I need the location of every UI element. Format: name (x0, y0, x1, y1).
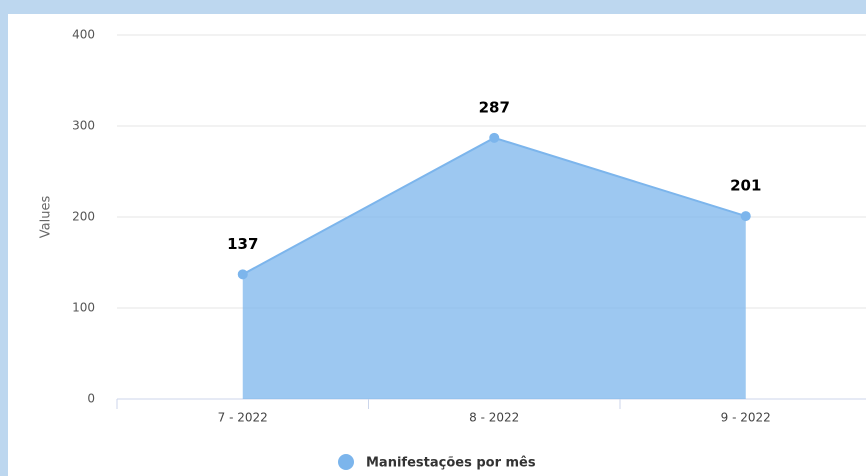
data-point (237, 269, 248, 280)
data-point (489, 132, 500, 143)
area-fill (242, 137, 746, 399)
y-tick-label: 200 (72, 210, 95, 224)
y-axis-label: Values (39, 196, 54, 239)
x-tick-label: 8 - 2022 (469, 411, 519, 425)
y-tick-label: 0 (87, 392, 95, 406)
legend-label: Manifestações por mês (366, 456, 536, 471)
data-label: 201 (730, 177, 761, 195)
y-tick-label: 300 (72, 119, 95, 133)
y-tick-label: 100 (72, 301, 95, 315)
data-label: 287 (479, 98, 510, 116)
x-tick-label: 7 - 2022 (218, 411, 268, 425)
data-label: 137 (227, 235, 258, 253)
y-tick-label: 400 (72, 28, 95, 42)
data-point (740, 211, 751, 222)
x-tick-label: 9 - 2022 (721, 411, 771, 425)
legend-marker (338, 454, 354, 470)
